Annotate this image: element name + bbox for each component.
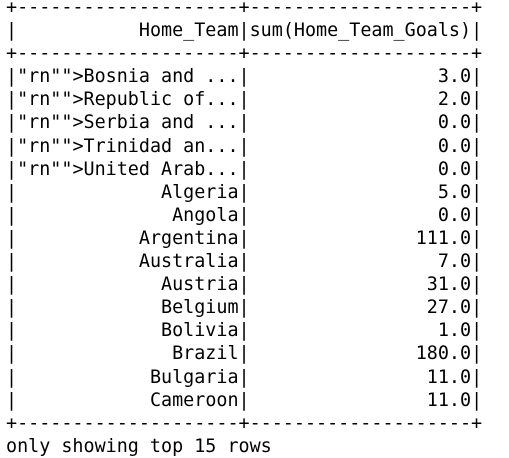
home-team-cell: "rn"">Trinidad an... [17, 135, 239, 157]
goals-sum-cell: 1.0 [437, 320, 472, 342]
table-row: | Bolivia| 1.0| [6, 320, 483, 342]
table-header-row: | Home_Team|sum(Home_Team_Goals)| [6, 20, 483, 42]
table-row: | Bulgaria| 11.0| [6, 366, 483, 388]
home-team-cell: Bolivia [161, 320, 239, 342]
table-row: | Australia| 7.0| [6, 251, 483, 273]
table-row: |"rn"">Serbia and ...| 0.0| [6, 112, 483, 134]
table-row: | Brazil| 180.0| [6, 343, 483, 365]
goals-sum-cell: 31.0 [426, 274, 472, 296]
home-team-cell: "rn"">Bosnia and ... [17, 66, 239, 88]
goals-sum-cell: 0.0 [437, 135, 472, 157]
table-row: | Belgium| 27.0| [6, 297, 483, 319]
goals-sum-cell: 0.0 [437, 158, 472, 180]
home-team-cell: Australia [138, 251, 239, 273]
home-team-cell: Belgium [161, 297, 239, 319]
home-team-cell: "rn"">Serbia and ... [17, 112, 239, 134]
table-row: | Argentina| 111.0| [6, 227, 483, 249]
table-row: |"rn"">Republic of...| 2.0| [6, 89, 483, 111]
home-team-cell: "rn"">Republic of... [17, 89, 239, 111]
goals-sum-cell: 180.0 [415, 343, 472, 365]
home-team-cell: Algeria [161, 181, 239, 203]
table-row: | Austria| 31.0| [6, 274, 483, 296]
table-row: |"rn"">United Arab...| 0.0| [6, 158, 483, 180]
home-team-cell: Angola [172, 204, 239, 226]
goals-sum-cell: 3.0 [437, 66, 472, 88]
goals-sum-cell: 5.0 [437, 181, 472, 203]
home-team-cell: Argentina [138, 227, 239, 249]
home-team-cell: Cameroon [149, 389, 239, 411]
goals-sum-cell: 0.0 [437, 112, 472, 134]
goals-sum-cell: 2.0 [437, 89, 472, 111]
footer-note: only showing top 15 rows [6, 435, 272, 457]
goals-sum-cell: 11.0 [426, 366, 472, 388]
table-border: +--------------------+------------------… [6, 0, 483, 18]
table-row: |"rn"">Bosnia and ...| 3.0| [6, 66, 483, 88]
table-row: | Algeria| 5.0| [6, 181, 483, 203]
goals-sum-cell: 0.0 [437, 204, 472, 226]
goals-sum-cell: 11.0 [426, 389, 472, 411]
goals-sum-cell: 27.0 [426, 297, 472, 319]
column-header: sum(Home_Team_Goals) [249, 20, 472, 42]
table-border: +--------------------+------------------… [6, 412, 483, 434]
console-output: +--------------------+------------------… [6, 0, 482, 458]
table-row: | Angola| 0.0| [6, 204, 483, 226]
goals-sum-cell: 7.0 [437, 251, 472, 273]
home-team-cell: Brazil [172, 343, 239, 365]
home-team-cell: "rn"">United Arab... [17, 158, 239, 180]
table-row: | Cameroon| 11.0| [6, 389, 483, 411]
home-team-cell: Austria [161, 274, 239, 296]
table-border: +--------------------+------------------… [6, 43, 483, 65]
goals-sum-cell: 111.0 [415, 227, 472, 249]
column-header: Home_Team [138, 20, 239, 42]
table-row: |"rn"">Trinidad an...| 0.0| [6, 135, 483, 157]
home-team-cell: Bulgaria [149, 366, 239, 388]
